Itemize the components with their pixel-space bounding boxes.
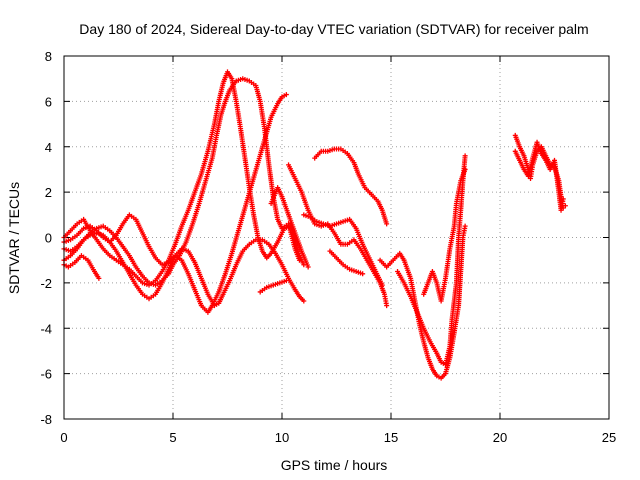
y-axis-label: SDTVAR / TECUs <box>6 182 22 294</box>
data-point <box>360 271 366 277</box>
y-tick-label: 0 <box>45 231 52 246</box>
x-axis-label: GPS time / hours <box>281 457 388 473</box>
data-point <box>379 282 385 288</box>
y-tick-label: 2 <box>45 185 52 200</box>
x-tick-label: 10 <box>275 430 289 445</box>
x-tick-label: 20 <box>493 430 507 445</box>
y-tick-label: -6 <box>40 367 52 382</box>
y-tick-label: 4 <box>45 140 52 155</box>
y-tick-label: -4 <box>40 321 52 336</box>
data-points <box>61 69 568 381</box>
data-point <box>96 275 102 281</box>
data-point <box>384 221 390 227</box>
data-point <box>283 278 289 284</box>
data-point <box>462 223 468 229</box>
data-point <box>301 298 307 304</box>
data-point <box>462 153 468 159</box>
x-tick-label: 0 <box>60 430 67 445</box>
data-point <box>560 196 566 202</box>
data-point <box>296 257 302 263</box>
x-tick-label: 25 <box>602 430 616 445</box>
y-tick-label: 6 <box>45 94 52 109</box>
data-point <box>384 303 390 309</box>
data-point <box>283 92 289 98</box>
x-tick-label: 15 <box>384 430 398 445</box>
plot-frame <box>63 55 610 420</box>
y-tick-label: -2 <box>40 276 52 291</box>
y-tick-label: -8 <box>40 412 52 427</box>
y-tick-label: 8 <box>45 49 52 64</box>
x-tick-label: 5 <box>169 430 176 445</box>
data-point <box>305 264 311 270</box>
data-point <box>462 166 468 172</box>
axis-ticks: 0 5 10 15 20 25 -8 -6 -4 -2 0 2 4 6 8 <box>40 49 616 445</box>
chart-title: Day 180 of 2024, Sidereal Day-to-day VTE… <box>79 21 588 37</box>
